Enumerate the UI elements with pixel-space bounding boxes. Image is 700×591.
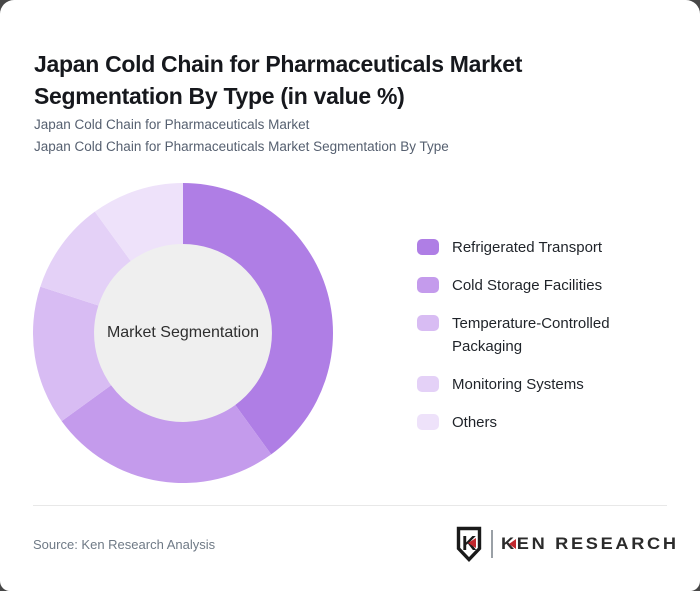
footer: Source: Ken Research Analysis K KEN RESE… <box>33 505 676 582</box>
subtitle-block: Japan Cold Chain for Pharmaceuticals Mar… <box>34 114 654 157</box>
legend-item: Temperature-Controlled Packaging <box>417 312 657 358</box>
donut-slice-1 <box>61 385 272 483</box>
ken-research-logo: K KEN RESEARCH <box>455 526 676 562</box>
legend-item: Refrigerated Transport <box>417 236 657 259</box>
donut-slice-0 <box>183 183 333 455</box>
legend-label: Others <box>452 414 498 431</box>
donut-slice-2 <box>33 286 112 422</box>
legend-swatch <box>417 376 439 392</box>
legend: Refrigerated Transport Cold Storage Facil… <box>417 236 657 434</box>
legend-swatch <box>417 277 439 293</box>
source-note: Source: Ken Research Analysis <box>33 536 216 552</box>
donut-center-circle <box>93 243 273 423</box>
subtitle-market: Japan Cold Chain for Pharmaceuticals Mar… <box>34 117 310 132</box>
subtitle-segmentation: Japan Cold Chain for Pharmaceuticals Mar… <box>34 138 449 154</box>
logo-divider <box>490 530 493 558</box>
logo-text: KEN RESEARCH <box>500 534 679 553</box>
legend-item: Others <box>417 411 657 434</box>
shield-red-arrow-icon <box>467 538 476 548</box>
legend-item: Monitoring Systems <box>417 373 657 396</box>
legend-label: Cold Storage Facilities <box>452 277 603 294</box>
legend-label: Temperature-Controlled Packaging <box>452 315 610 355</box>
ken-shield-icon: K <box>456 526 482 562</box>
legend-label: Monitoring Systems <box>452 376 584 393</box>
legend-swatch <box>417 315 439 331</box>
legend-label: Refrigerated Transport <box>452 239 603 256</box>
logo-text-wrap: KEN RESEARCH <box>501 534 676 554</box>
red-arrow-icon <box>508 539 516 549</box>
donut-chart-svg <box>33 183 333 483</box>
page-title-line2: Segmentation By Type (in value %) <box>34 83 405 110</box>
legend-item: Cold Storage Facilities <box>417 274 657 297</box>
legend-swatch <box>417 239 439 255</box>
page-title-line1: Japan Cold Chain for Pharmaceuticals Mar… <box>34 51 523 78</box>
donut-chart: Market Segmentation <box>33 183 333 483</box>
legend-swatch <box>417 414 439 430</box>
donut-slice-4 <box>94 183 183 262</box>
shield-letter: K <box>462 533 477 555</box>
donut-slice-3 <box>40 211 131 306</box>
page-title: Japan Cold Chain for Pharmaceuticals Mar… <box>34 48 634 112</box>
